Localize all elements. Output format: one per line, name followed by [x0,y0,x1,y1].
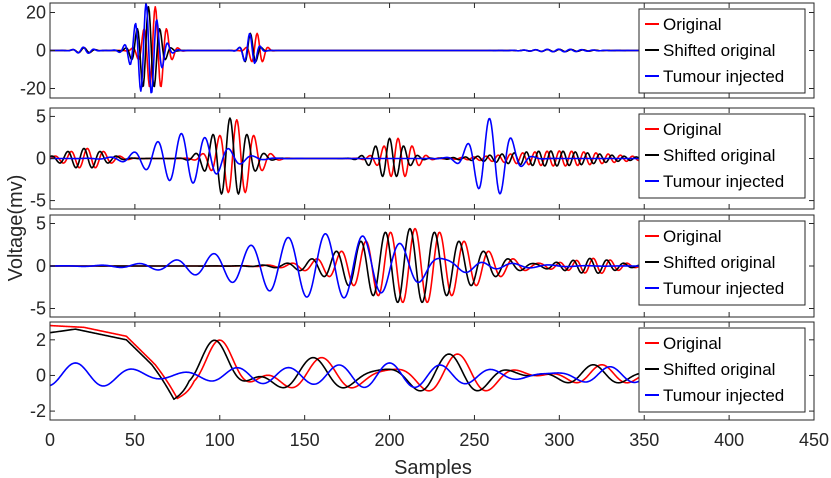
legend-label: Tumour injected [663,279,784,298]
y-tick-label: -20 [20,79,46,99]
panel-3-lines [50,227,645,304]
legend-box [638,327,806,413]
legend-label: Tumour injected [663,67,784,86]
x-tick-label: 250 [459,430,489,450]
series-line-tumour-injected [50,117,645,195]
panel-4: 2 0 -2 Original Shifted original Tumour injec… [30,321,815,421]
series-line-shifted-original [50,328,645,401]
legend-box [638,8,806,94]
x-tick-label: 200 [375,430,405,450]
x-tick-label: 350 [629,430,659,450]
series-line-tumour-injected [50,362,645,389]
y-tick-label: -5 [30,191,46,211]
legend-label: Original [663,227,722,246]
x-axis-label: Samples [394,457,472,478]
legend-label: Original [663,15,722,34]
legend-label: Shifted original [663,253,775,272]
y-tick-label: 5 [36,106,46,126]
x-tick-label: 0 [45,430,55,450]
y-tick-label: -2 [30,401,46,421]
y-tick-label: 5 [36,214,46,234]
x-tick-label: 50 [125,430,145,450]
panel-2-lines [50,117,645,195]
legend-box [638,220,806,306]
series-line-tumour-injected [50,233,645,299]
legend-label: Shifted original [663,146,775,165]
y-tick-label: 20 [26,3,46,23]
panel-1-lines [50,3,645,94]
y-tick-label: 0 [36,256,46,276]
legend-label: Original [663,120,722,139]
y-tick-label: 0 [36,41,46,61]
x-tick-label: 400 [714,430,744,450]
panel-4-frame [49,321,815,421]
panel-4-lines [50,324,645,401]
legend-label: Tumour injected [663,386,784,405]
legend-3: Original Shifted original Tumour injected [638,220,806,306]
y-tick-label: 0 [36,365,46,385]
legend-4: Original Shifted original Tumour injected [638,327,806,413]
y-tick-label: 0 [36,149,46,169]
x-tick-label: 100 [205,430,235,450]
legend-label: Original [663,334,722,353]
x-tick-label: 300 [544,430,574,450]
legend-2: Original Shifted original Tumour injected [638,113,806,199]
legend-label: Shifted original [663,41,775,60]
legend-label: Tumour injected [663,172,784,191]
legend-box [638,113,806,199]
x-tick-label: 150 [290,430,320,450]
panel-3: 5 0 -5 Original Shifted original Tumour injec… [30,214,815,319]
y-tick-label: -5 [30,299,46,319]
series-line-tumour-injected [50,3,645,94]
legend-label: Shifted original [663,360,775,379]
legend-1: Original Shifted original Tumour injected [638,8,806,94]
panel-1: 20 0 -20 Original Shifted original Tumour inj… [20,2,815,99]
y-axis-label: Voltage(mv) [5,175,27,282]
y-tick-label: 2 [36,330,46,350]
x-tick-label: 450 [799,430,829,450]
panel-2: 5 0 -5 Original Shifted original Tumour injec… [30,106,815,211]
